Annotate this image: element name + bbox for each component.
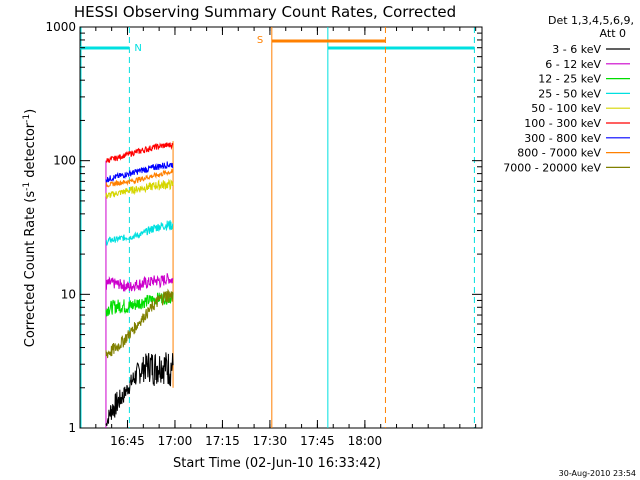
y-tick-label: 10 <box>61 287 76 301</box>
series-line <box>105 161 174 183</box>
y-label-part-1: Corrected Count Rate (s <box>23 191 38 348</box>
legend-label: 25 - 50 keV <box>538 87 601 100</box>
series-7 <box>105 161 174 183</box>
series-line <box>105 352 174 426</box>
tick-layer: 1 10 100 1000 16:45 17:00 17:15 17:30 17:45 18:00 <box>45 20 482 448</box>
series-4 <box>105 220 174 246</box>
legend-header-2: Att 0 <box>600 27 626 40</box>
y-tick-label: 1000 <box>45 20 76 34</box>
night-marker-label: N <box>134 43 141 54</box>
series-5 <box>105 178 174 199</box>
y-tick-label: 100 <box>53 154 76 168</box>
series-line <box>105 168 174 188</box>
y-axis-label: Corrected Count Rate (s-1 detector-1) <box>22 109 38 347</box>
series-1 <box>105 352 174 426</box>
y-label-part-3: ) <box>23 109 38 114</box>
series-9 <box>105 288 174 359</box>
legend-label: 100 - 300 keV <box>524 117 601 130</box>
x-tick-label: 16:45 <box>110 434 145 448</box>
data-layer: NS <box>80 27 475 428</box>
y-label-sup-1: -1 <box>22 182 32 191</box>
x-tick-label: 18:00 <box>348 434 383 448</box>
series-2 <box>105 273 174 292</box>
x-axis-label: Start Time (02-Jun-10 16:33:42) <box>173 456 381 471</box>
legend-label: 800 - 7000 keV <box>517 147 601 160</box>
series-8 <box>105 168 174 188</box>
series-line <box>105 288 174 359</box>
series-line <box>105 178 174 199</box>
x-tick-label: 17:30 <box>253 434 288 448</box>
y-tick-label: 1 <box>68 421 76 435</box>
legend-label: 7000 - 20000 keV <box>503 161 601 174</box>
series-line <box>105 220 174 246</box>
chart-title: HESSI Observing Summary Count Rates, Cor… <box>74 3 456 21</box>
series-line <box>105 273 174 292</box>
y-label-sup-2: -1 <box>22 114 32 123</box>
y-label-part-2: detector <box>23 122 38 182</box>
plot-frame <box>79 26 483 429</box>
series-6 <box>105 142 174 163</box>
x-tick-label: 17:00 <box>158 434 193 448</box>
series-line <box>105 142 174 163</box>
legend: Det 1,3,4,5,6,9, Att 0 3 - 6 keV 6 - 12 k… <box>503 14 634 174</box>
footer-timestamp: 30-Aug-2010 23:54 <box>559 469 636 478</box>
x-tick-label: 17:15 <box>205 434 240 448</box>
legend-header-1: Det 1,3,4,5,6,9, <box>548 14 634 27</box>
legend-label: 300 - 800 keV <box>524 132 601 145</box>
legend-label: 6 - 12 keV <box>545 58 601 71</box>
legend-label: 12 - 25 keV <box>538 73 601 86</box>
legend-label: 50 - 100 keV <box>531 102 601 115</box>
legend-label: 3 - 6 keV <box>552 43 601 56</box>
x-tick-label: 17:45 <box>300 434 335 448</box>
saa-marker-label: S <box>257 35 263 46</box>
